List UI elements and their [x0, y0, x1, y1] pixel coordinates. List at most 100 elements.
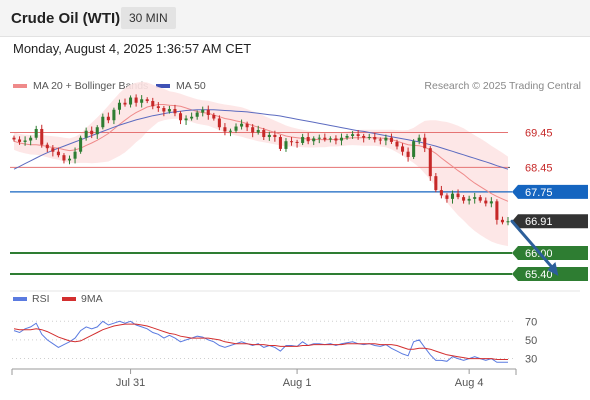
candle-body [484, 200, 488, 204]
candle [51, 145, 55, 157]
candle [184, 115, 188, 125]
candle [301, 133, 305, 146]
candle [467, 195, 471, 205]
candle [34, 125, 38, 140]
x-tick-label: Aug 1 [283, 377, 312, 389]
level-tag-text: 67.75 [525, 187, 553, 199]
candle-body [112, 109, 116, 121]
candle [362, 133, 366, 143]
candle [12, 135, 16, 142]
candle [334, 135, 338, 145]
rsi-legend-label: RSI [32, 293, 50, 305]
candle [312, 136, 316, 146]
candle-body [284, 141, 288, 149]
candle [439, 185, 443, 199]
candle [295, 139, 299, 148]
candle-body [256, 130, 260, 133]
candle-body [495, 201, 499, 220]
candle [156, 102, 160, 112]
candle-body [417, 137, 421, 142]
candle-body [384, 137, 388, 141]
candle-body [18, 139, 22, 142]
rsi-tick-label: 70 [525, 316, 537, 328]
interval-selector[interactable]: 30 MIN [121, 7, 176, 29]
candle [251, 124, 255, 138]
candle [84, 127, 88, 141]
legend-ma50-label: MA 50 [176, 80, 206, 92]
ma20-swatch [13, 84, 27, 88]
candle [145, 97, 149, 104]
candle-body [312, 138, 316, 142]
candle [456, 189, 460, 200]
candle-body [79, 137, 83, 152]
candle-body [367, 137, 371, 139]
candle-body [406, 151, 410, 157]
candle [401, 143, 405, 156]
ma50-swatch [156, 84, 170, 88]
candle [45, 142, 49, 153]
candle-body [378, 139, 382, 141]
candle [434, 173, 438, 193]
level-tag-65.40: 65.40 [512, 267, 588, 282]
candle [256, 125, 260, 135]
candle-body [395, 141, 399, 147]
candle [450, 190, 455, 204]
candle-body [162, 108, 166, 112]
rsi-ma-legend-label: 9MA [81, 293, 103, 305]
header-bar: Crude Oil (WTI) 30 MIN [0, 0, 590, 37]
candle [284, 138, 288, 152]
candle [206, 105, 210, 120]
candle-body [295, 141, 299, 143]
candle-body [450, 193, 455, 199]
candle-body [90, 130, 94, 135]
level-tag-68.45: 68.45 [525, 162, 553, 174]
candle [101, 113, 105, 130]
candle-body [73, 151, 77, 159]
candle-body [184, 118, 188, 121]
candle [500, 216, 504, 225]
candle-body [351, 134, 355, 136]
candle-body [251, 127, 255, 133]
candle [339, 133, 344, 146]
candle [190, 112, 194, 121]
candle [484, 197, 488, 207]
candle [134, 94, 138, 107]
candle [373, 132, 377, 143]
candle-body [412, 141, 416, 157]
candle [495, 199, 499, 225]
legend-ma20: MA 20 + Bollinger Bands [13, 80, 148, 92]
level-tag-69.45: 69.45 [525, 127, 553, 139]
candle [406, 147, 410, 162]
candle-body [173, 109, 177, 114]
candle [90, 126, 94, 139]
level-tag-66.91: 66.91 [512, 214, 588, 229]
candle [195, 110, 199, 120]
candle-body [478, 197, 482, 201]
candle-body [445, 195, 449, 199]
candle [489, 197, 493, 208]
candle [262, 127, 266, 140]
candle-body [423, 137, 427, 149]
level-tag-66.00: 66.00 [512, 246, 588, 261]
candle [273, 130, 277, 142]
candle [67, 155, 72, 165]
candle-body [190, 116, 194, 119]
rsi-ma-swatch [62, 297, 76, 301]
candle-body [278, 137, 282, 149]
candle [117, 99, 121, 115]
candle-body [223, 127, 227, 132]
candle-body [306, 137, 310, 142]
candle [423, 133, 427, 153]
candle-body [217, 118, 221, 128]
level-tag-bg [512, 184, 588, 199]
legend-ma20-label: MA 20 + Bollinger Bands [33, 80, 149, 92]
candle [140, 95, 144, 108]
candle-body [84, 130, 88, 138]
candle [29, 135, 33, 146]
candle-body [178, 113, 183, 121]
candle-body [95, 127, 99, 135]
candle-body [12, 137, 16, 140]
candle-body [240, 123, 244, 127]
candle-body [45, 144, 49, 149]
candle-body [106, 116, 110, 121]
